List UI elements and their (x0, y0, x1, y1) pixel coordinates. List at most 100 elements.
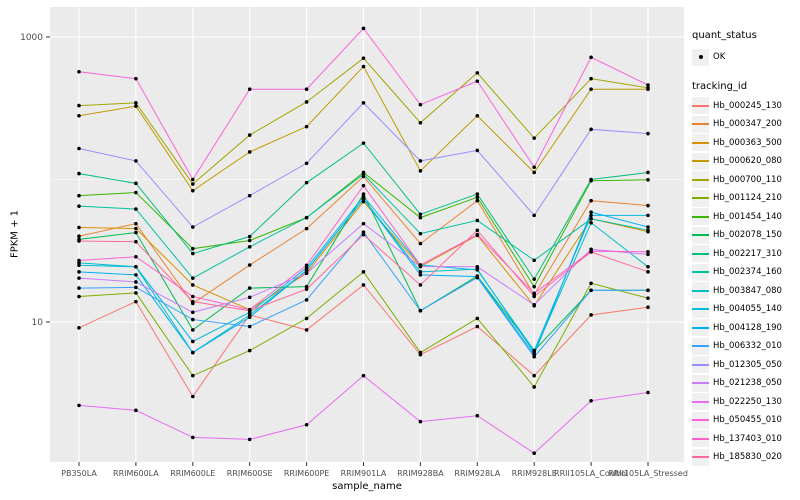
legend-item-label: Hb_000700_110 (713, 174, 782, 185)
data-point (77, 239, 81, 243)
data-point (589, 281, 593, 286)
data-point (304, 284, 309, 289)
data-point (304, 316, 309, 321)
data-point (77, 171, 81, 176)
legend-key-line-icon (692, 197, 709, 200)
x-tick-label: RRIM600LE (170, 469, 215, 478)
data-point (475, 324, 480, 329)
legend-item-Hb_006332_010: Hb_006332_010 (692, 337, 798, 356)
data-point (589, 210, 593, 214)
data-point (646, 296, 650, 300)
legend-item-Hb_137403_010: Hb_137403_010 (692, 430, 798, 449)
data-point (418, 419, 423, 424)
legend-item-label: Hb_004055_140 (713, 304, 782, 315)
legend-item-label: Hb_001454_140 (713, 211, 782, 222)
data-point (589, 216, 593, 221)
legend-item-label: Hb_021238_050 (713, 378, 782, 389)
data-point (77, 326, 81, 330)
legend-key-box (692, 411, 709, 429)
legend-key-box (692, 263, 709, 281)
data-point (475, 148, 480, 153)
legend-item-label: Hb_001124_210 (713, 193, 782, 204)
data-point (77, 103, 81, 108)
legend-item-label: Hb_000620_080 (713, 156, 782, 167)
legend-item-Hb_001124_210: Hb_001124_210 (692, 189, 798, 208)
data-point (134, 254, 138, 259)
legend-key-line-icon (692, 289, 709, 292)
data-point (247, 133, 252, 137)
data-point (418, 169, 423, 173)
data-point (191, 283, 195, 287)
data-point (134, 76, 138, 81)
data-point (646, 203, 650, 208)
data-point (532, 451, 536, 456)
data-point (532, 348, 536, 353)
legend-key-box (692, 374, 709, 392)
legend-key-line-icon (692, 123, 709, 126)
data-point (304, 87, 309, 92)
data-point (247, 234, 252, 239)
data-point (77, 263, 81, 268)
data-point (532, 303, 536, 307)
legend-item-label: Hb_002078_150 (713, 230, 782, 241)
data-point (532, 213, 536, 218)
data-point (77, 403, 81, 408)
data-point (191, 276, 195, 280)
x-tick-label: RRIM600SE (227, 469, 273, 478)
legend-key-line-icon (692, 308, 709, 311)
legend-item-label: Hb_000245_130 (713, 100, 782, 111)
data-point (134, 181, 138, 186)
data-point (304, 180, 309, 185)
data-point (475, 316, 480, 321)
legend-key-box (692, 208, 709, 226)
data-point (304, 263, 309, 268)
data-point (304, 161, 309, 166)
x-tick-label: RRIM600PE (284, 469, 330, 478)
legend-key-line-icon (692, 271, 709, 274)
data-point (646, 288, 650, 293)
data-point (134, 101, 138, 105)
data-point (589, 250, 593, 254)
legend-key-line-icon (692, 382, 709, 385)
legend-item-label: Hb_050455_010 (713, 415, 782, 426)
legend-item-Hb_004055_140: Hb_004055_140 (692, 300, 798, 319)
data-point (134, 273, 138, 277)
legend-key-box (692, 115, 709, 133)
data-point (418, 159, 423, 163)
data-point (418, 241, 423, 246)
data-point (247, 295, 252, 300)
x-tick-label: RRII105LA_Stressed (608, 469, 688, 478)
data-point (361, 230, 366, 234)
data-point (646, 83, 650, 87)
legend-key-box (692, 245, 709, 263)
data-point (361, 172, 366, 176)
data-point (247, 348, 252, 353)
data-point (589, 55, 593, 60)
data-point (475, 228, 480, 233)
quant-status-legend-item: OK (692, 48, 798, 67)
legend-key-line-icon (692, 215, 709, 218)
data-point (191, 299, 195, 304)
data-point (361, 197, 366, 201)
data-point (361, 373, 366, 378)
legend-key-box (692, 300, 709, 318)
data-point (532, 373, 536, 378)
legend-key-box (692, 282, 709, 300)
data-point (475, 232, 480, 237)
data-point (589, 288, 593, 293)
legend-key-line-icon (692, 363, 709, 366)
legend-key-box (692, 356, 709, 374)
data-point (134, 239, 138, 244)
data-point (646, 170, 650, 175)
legend-item-Hb_004128_190: Hb_004128_190 (692, 319, 798, 338)
data-point (134, 159, 138, 163)
data-point (646, 252, 650, 257)
data-point (191, 435, 195, 440)
data-point (532, 258, 536, 263)
data-point (304, 287, 309, 291)
data-point (191, 394, 195, 399)
data-point (247, 437, 252, 442)
data-point (361, 283, 366, 287)
data-point (589, 220, 593, 225)
